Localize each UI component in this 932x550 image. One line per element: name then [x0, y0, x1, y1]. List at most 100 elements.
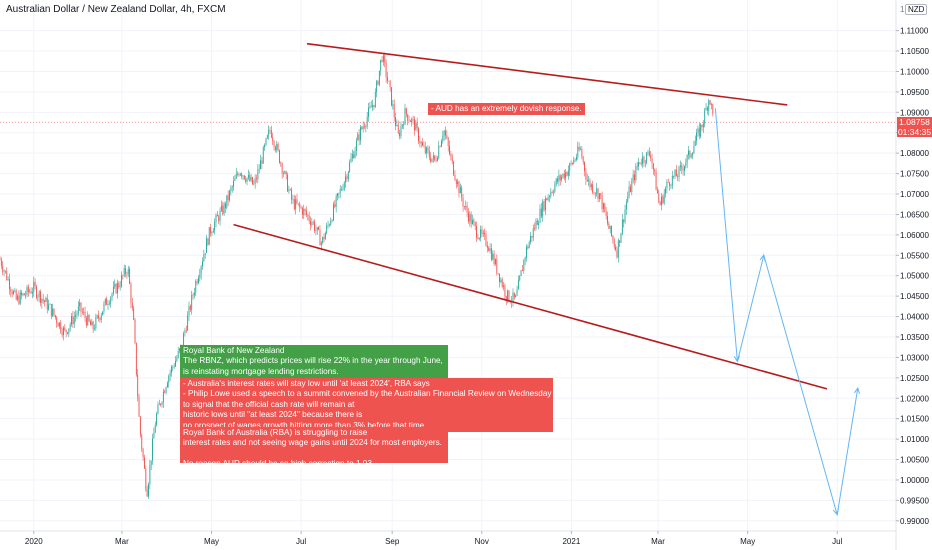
candle-body	[586, 179, 588, 182]
candle-body	[199, 274, 201, 279]
candle-body	[11, 291, 13, 295]
candle-body	[693, 146, 695, 154]
candle-body	[451, 156, 453, 162]
candle-body	[145, 468, 147, 490]
candle-body	[260, 160, 261, 170]
candle-body	[268, 129, 270, 136]
currency-badge[interactable]: NZD	[905, 4, 928, 15]
candle-body	[588, 180, 590, 182]
candle-body	[326, 225, 328, 233]
candle-body	[227, 195, 229, 201]
candle-body	[712, 104, 714, 114]
trendline-lower[interactable]	[233, 223, 828, 390]
candle-body	[488, 247, 490, 252]
projection-line[interactable]	[714, 108, 859, 515]
candle-body	[303, 209, 305, 215]
candle-body	[630, 186, 631, 192]
candle-body	[189, 306, 191, 310]
candle-body	[403, 124, 405, 126]
candle-body	[389, 81, 391, 88]
candle-body	[15, 290, 17, 300]
candle-body	[407, 114, 409, 121]
x-tick-label: Jul	[296, 537, 306, 546]
candle-body	[67, 332, 68, 334]
candle-body	[439, 146, 441, 147]
candle-body	[118, 283, 120, 288]
candle-body	[462, 197, 464, 207]
candle-body	[60, 322, 62, 332]
candle-body	[639, 162, 641, 164]
candle-body	[646, 152, 648, 163]
candle-body	[711, 104, 712, 105]
y-tick-label: 1.03000	[900, 353, 929, 362]
candle-body	[670, 185, 672, 187]
candle-body	[134, 319, 136, 343]
candle-body	[38, 291, 40, 297]
candle-body	[550, 192, 552, 197]
candle-body	[342, 189, 344, 190]
trendlines[interactable]	[233, 42, 828, 390]
candle-body	[562, 173, 564, 177]
candle-body	[61, 331, 63, 336]
candle-body	[484, 232, 486, 235]
candle-body	[88, 315, 90, 322]
candle-body	[107, 304, 109, 305]
candle-body	[191, 294, 193, 310]
candle-body	[619, 240, 621, 243]
candle-body	[318, 227, 320, 230]
x-tick-label: May	[204, 537, 219, 546]
price-axis[interactable]: 0.99000 0.99500 1.00000 1.00500 1.01000 1.015…	[896, 27, 929, 526]
candle-body	[264, 144, 266, 148]
annotation-rba-rates[interactable]: - Australia's interest rates will stay l…	[180, 378, 553, 433]
candle-body	[671, 175, 673, 186]
candle-body	[316, 227, 318, 231]
candle-body	[184, 330, 186, 334]
candle-body	[424, 146, 426, 153]
candle-body	[472, 220, 473, 225]
candle-body	[447, 137, 449, 146]
candle-body	[446, 135, 448, 138]
trendline-upper[interactable]	[306, 42, 788, 106]
projection-path[interactable]	[714, 108, 860, 516]
candle-body	[522, 270, 523, 272]
candle-body	[374, 91, 376, 107]
candle-body	[565, 172, 567, 179]
candle-body	[112, 286, 114, 294]
candle-body	[657, 190, 658, 194]
annotation-rbnz[interactable]: Royal Bank of New Zealand The RBNZ, whic…	[180, 345, 448, 379]
x-tick-label: 2021	[562, 537, 580, 546]
candle-body	[686, 155, 688, 163]
candle-body	[620, 233, 622, 243]
candle-body	[220, 205, 222, 211]
time-axis[interactable]: 2020 Mar May Jul Sep Nov 2021 Mar May Jul	[25, 531, 843, 546]
annotation-dovish[interactable]: - AUD has an extremely dovish response.	[428, 103, 585, 116]
y-tick-label: 1.05500	[900, 251, 929, 260]
grid	[0, 0, 896, 531]
candle-body	[338, 193, 340, 194]
annotation-rba-wages[interactable]: Royal Bank of Australia (RBA) is struggl…	[180, 427, 448, 468]
candle-body	[91, 321, 93, 326]
candle-body	[225, 203, 226, 208]
projection-arrowhead	[853, 386, 860, 394]
candle-body	[504, 285, 506, 297]
candle-body	[427, 147, 429, 151]
candle-body	[58, 322, 60, 327]
candle-body	[247, 175, 249, 178]
candle-body	[165, 387, 167, 393]
candle-body	[600, 193, 602, 196]
candle-body	[354, 150, 356, 158]
chart-title: Australian Dollar / New Zealand Dollar, …	[6, 4, 226, 15]
candle-body	[343, 182, 345, 190]
candle-body	[172, 366, 174, 368]
candle-body	[584, 162, 585, 172]
candle-body	[46, 298, 48, 310]
candle-body	[381, 59, 383, 62]
candle-body	[563, 173, 565, 179]
candle-body	[281, 163, 283, 174]
candle-body	[4, 270, 6, 272]
candle-body	[123, 268, 125, 276]
candle-body	[242, 175, 244, 177]
candle-body	[335, 196, 337, 207]
